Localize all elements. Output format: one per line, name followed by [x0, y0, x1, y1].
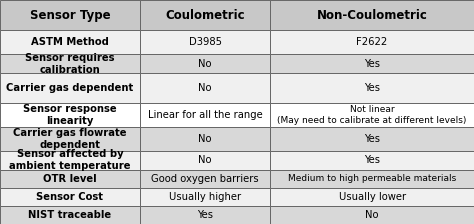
Bar [0, 54, 140, 73]
Text: Usually higher: Usually higher [169, 192, 241, 202]
Bar [0, 151, 140, 170]
Text: Yes: Yes [364, 155, 380, 166]
Text: Yes: Yes [197, 210, 213, 220]
Text: No: No [198, 83, 212, 93]
Bar [270, 206, 474, 224]
Text: Usually lower: Usually lower [338, 192, 406, 202]
Bar [270, 0, 474, 30]
Text: Coulometric: Coulometric [165, 9, 245, 22]
Bar [270, 151, 474, 170]
Bar [140, 206, 270, 224]
Bar [0, 206, 140, 224]
Bar [140, 30, 270, 54]
Bar [270, 188, 474, 206]
Bar [0, 30, 140, 54]
Text: Linear for all the range: Linear for all the range [147, 110, 263, 120]
Text: Yes: Yes [364, 134, 380, 144]
Bar [270, 103, 474, 127]
Text: Yes: Yes [364, 58, 380, 69]
Text: No: No [198, 155, 212, 166]
Text: OTR level: OTR level [43, 174, 97, 184]
Bar [140, 170, 270, 188]
Bar [270, 30, 474, 54]
Text: Yes: Yes [364, 83, 380, 93]
Text: Sensor Cost: Sensor Cost [36, 192, 103, 202]
Text: D3985: D3985 [189, 37, 221, 47]
Text: No: No [365, 210, 379, 220]
Bar [0, 73, 140, 103]
Text: Carrier gas flowrate
dependent: Carrier gas flowrate dependent [13, 128, 127, 150]
Text: F2622: F2622 [356, 37, 388, 47]
Bar [0, 188, 140, 206]
Bar [140, 0, 270, 30]
Text: Sensor requires
calibration: Sensor requires calibration [25, 53, 115, 75]
Bar [0, 170, 140, 188]
Bar [140, 54, 270, 73]
Bar [270, 54, 474, 73]
Text: ASTM Method: ASTM Method [31, 37, 109, 47]
Bar [270, 127, 474, 151]
Bar [270, 73, 474, 103]
Bar [0, 0, 140, 30]
Text: Sensor response
linearity: Sensor response linearity [23, 104, 117, 126]
Text: Carrier gas dependent: Carrier gas dependent [6, 83, 134, 93]
Bar [270, 170, 474, 188]
Bar [0, 103, 140, 127]
Bar [0, 127, 140, 151]
Bar [140, 103, 270, 127]
Bar [140, 127, 270, 151]
Text: No: No [198, 58, 212, 69]
Text: Medium to high permeable materials: Medium to high permeable materials [288, 174, 456, 183]
Text: No: No [198, 134, 212, 144]
Bar [140, 188, 270, 206]
Text: Sensor Type: Sensor Type [29, 9, 110, 22]
Text: Non-Coulometric: Non-Coulometric [317, 9, 428, 22]
Bar [140, 73, 270, 103]
Text: Not linear
(May need to calibrate at different levels): Not linear (May need to calibrate at dif… [277, 105, 467, 125]
Bar [140, 151, 270, 170]
Text: NIST traceable: NIST traceable [28, 210, 111, 220]
Text: Sensor affected by
ambient temperature: Sensor affected by ambient temperature [9, 149, 131, 171]
Text: Good oxygen barriers: Good oxygen barriers [151, 174, 259, 184]
